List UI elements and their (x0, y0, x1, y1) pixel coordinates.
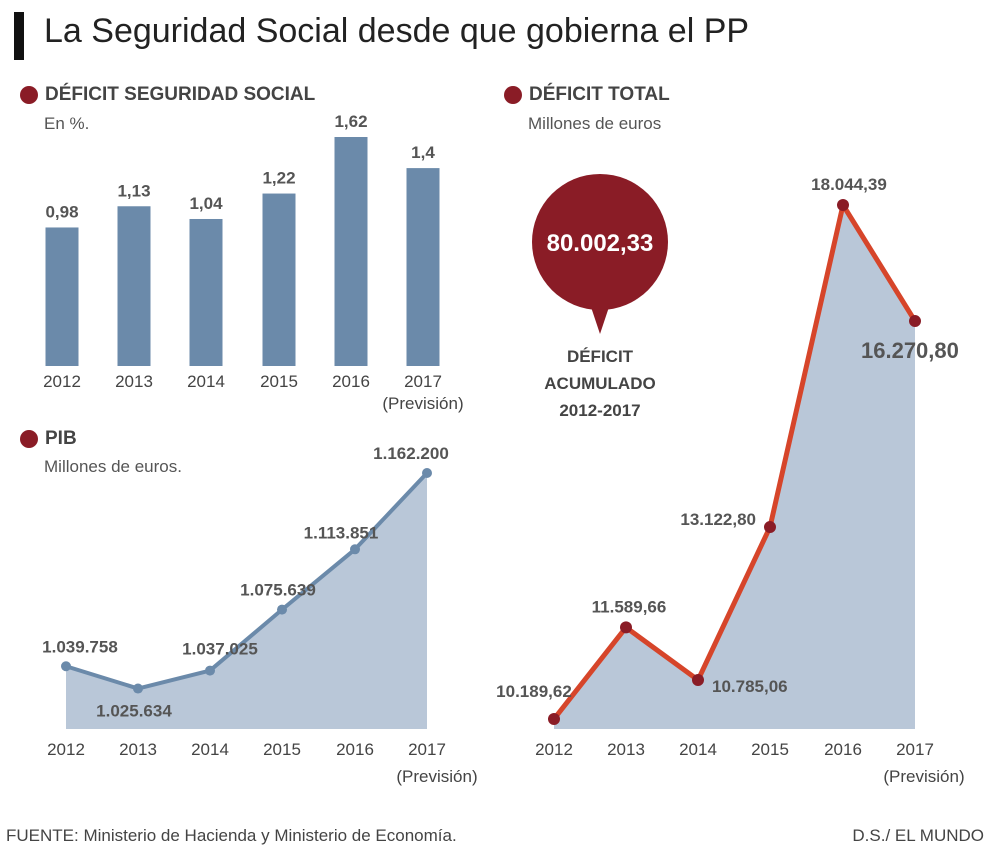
pib-subtitle: Millones de euros. (44, 457, 182, 476)
x-tick-label: 2015 (260, 372, 298, 391)
x-tick-label: 2017 (408, 740, 446, 759)
callout-label: ACUMULADO (544, 374, 655, 393)
data-label: 16.270,80 (861, 338, 959, 363)
callout-label: 2012-2017 (559, 401, 640, 420)
data-label: 1,04 (189, 194, 223, 213)
data-point (909, 315, 921, 328)
x-tick-label: 2015 (751, 740, 789, 759)
data-point (61, 661, 71, 672)
x-tick-label: 2017 (404, 372, 442, 391)
data-label: 10.189,62 (496, 682, 572, 701)
callout-label: DÉFICIT (567, 347, 634, 366)
x-tick-label: 2014 (679, 740, 717, 759)
data-point (692, 674, 704, 687)
x-tick-label: 2015 (263, 740, 301, 759)
data-point (620, 621, 632, 634)
x-tick-label: 2012 (535, 740, 573, 759)
data-point (133, 683, 143, 694)
data-label: 1.075.639 (240, 581, 316, 600)
x-tick-note: (Previsión) (883, 767, 964, 786)
data-point (764, 521, 776, 534)
callout-value: 80.002,33 (547, 230, 654, 257)
data-label: 11.589,66 (592, 597, 667, 616)
x-tick-label: 2016 (336, 740, 374, 759)
deficit-total-header: DÉFICIT TOTAL (504, 84, 670, 106)
area-fill (554, 205, 915, 729)
data-label: 1.037.025 (182, 640, 258, 659)
data-label: 1,13 (117, 181, 150, 200)
callout-bubble (532, 174, 668, 310)
data-label: 1.039.758 (42, 637, 118, 656)
data-label: 18.044,39 (811, 175, 887, 194)
series-line (65, 471, 429, 691)
deficit-total-subtitle: Millones de euros (528, 114, 662, 133)
deficit-ss-title: DÉFICIT SEGURIDAD SOCIAL (45, 84, 316, 105)
series-line (552, 202, 918, 721)
deficit-total-title: DÉFICIT TOTAL (529, 84, 670, 105)
data-label: 10.785,06 (712, 677, 788, 696)
data-label: 1.025.634 (96, 702, 172, 721)
data-point (548, 713, 560, 725)
page-title: La Seguridad Social desde que gobierna e… (44, 12, 750, 50)
data-point (277, 604, 287, 615)
bar (334, 137, 368, 366)
x-tick-label: 2016 (332, 372, 370, 391)
data-label: 1.162.200 (373, 444, 449, 463)
x-tick-label: 2013 (119, 740, 157, 759)
bar (117, 206, 151, 366)
bullet-dot-icon (20, 86, 38, 104)
x-tick-label: 2014 (187, 372, 225, 391)
x-tick-note: (Previsión) (382, 394, 463, 413)
data-point (205, 665, 215, 676)
x-tick-label: 2014 (191, 740, 229, 759)
x-tick-label: 2016 (824, 740, 862, 759)
bar (406, 168, 440, 366)
data-point (422, 468, 432, 478)
deficit-ss-subtitle: En %. (44, 114, 90, 133)
data-label: 1.113.851 (304, 523, 379, 542)
x-tick-note: (Previsión) (396, 767, 477, 786)
data-label: 0,98 (45, 202, 78, 221)
x-tick-label: 2013 (115, 372, 153, 391)
data-point (837, 199, 849, 211)
footer-source: FUENTE: Ministerio de Hacienda y Ministe… (6, 826, 457, 845)
data-label: 1,4 (411, 143, 435, 162)
bullet-dot-icon (504, 86, 522, 104)
bar (45, 227, 79, 366)
x-tick-label: 2017 (896, 740, 934, 759)
data-label: 13.122,80 (680, 510, 756, 529)
data-label: 1,22 (262, 169, 295, 188)
data-point (350, 544, 360, 555)
x-tick-label: 2012 (43, 372, 81, 391)
pib-title: PIB (45, 428, 77, 449)
bullet-dot-icon (20, 430, 38, 448)
x-tick-label: 2013 (607, 740, 645, 759)
deficit-ss-header: DÉFICIT SEGURIDAD SOCIAL (20, 84, 315, 106)
footer-credit: D.S./ EL MUNDO (852, 826, 984, 845)
title-accent-bar (14, 12, 24, 60)
pib-header: PIB (20, 428, 77, 450)
bar (262, 193, 296, 366)
bar (189, 218, 223, 366)
x-tick-label: 2012 (47, 740, 85, 759)
area-fill (66, 473, 427, 729)
data-label: 1,62 (334, 112, 367, 131)
